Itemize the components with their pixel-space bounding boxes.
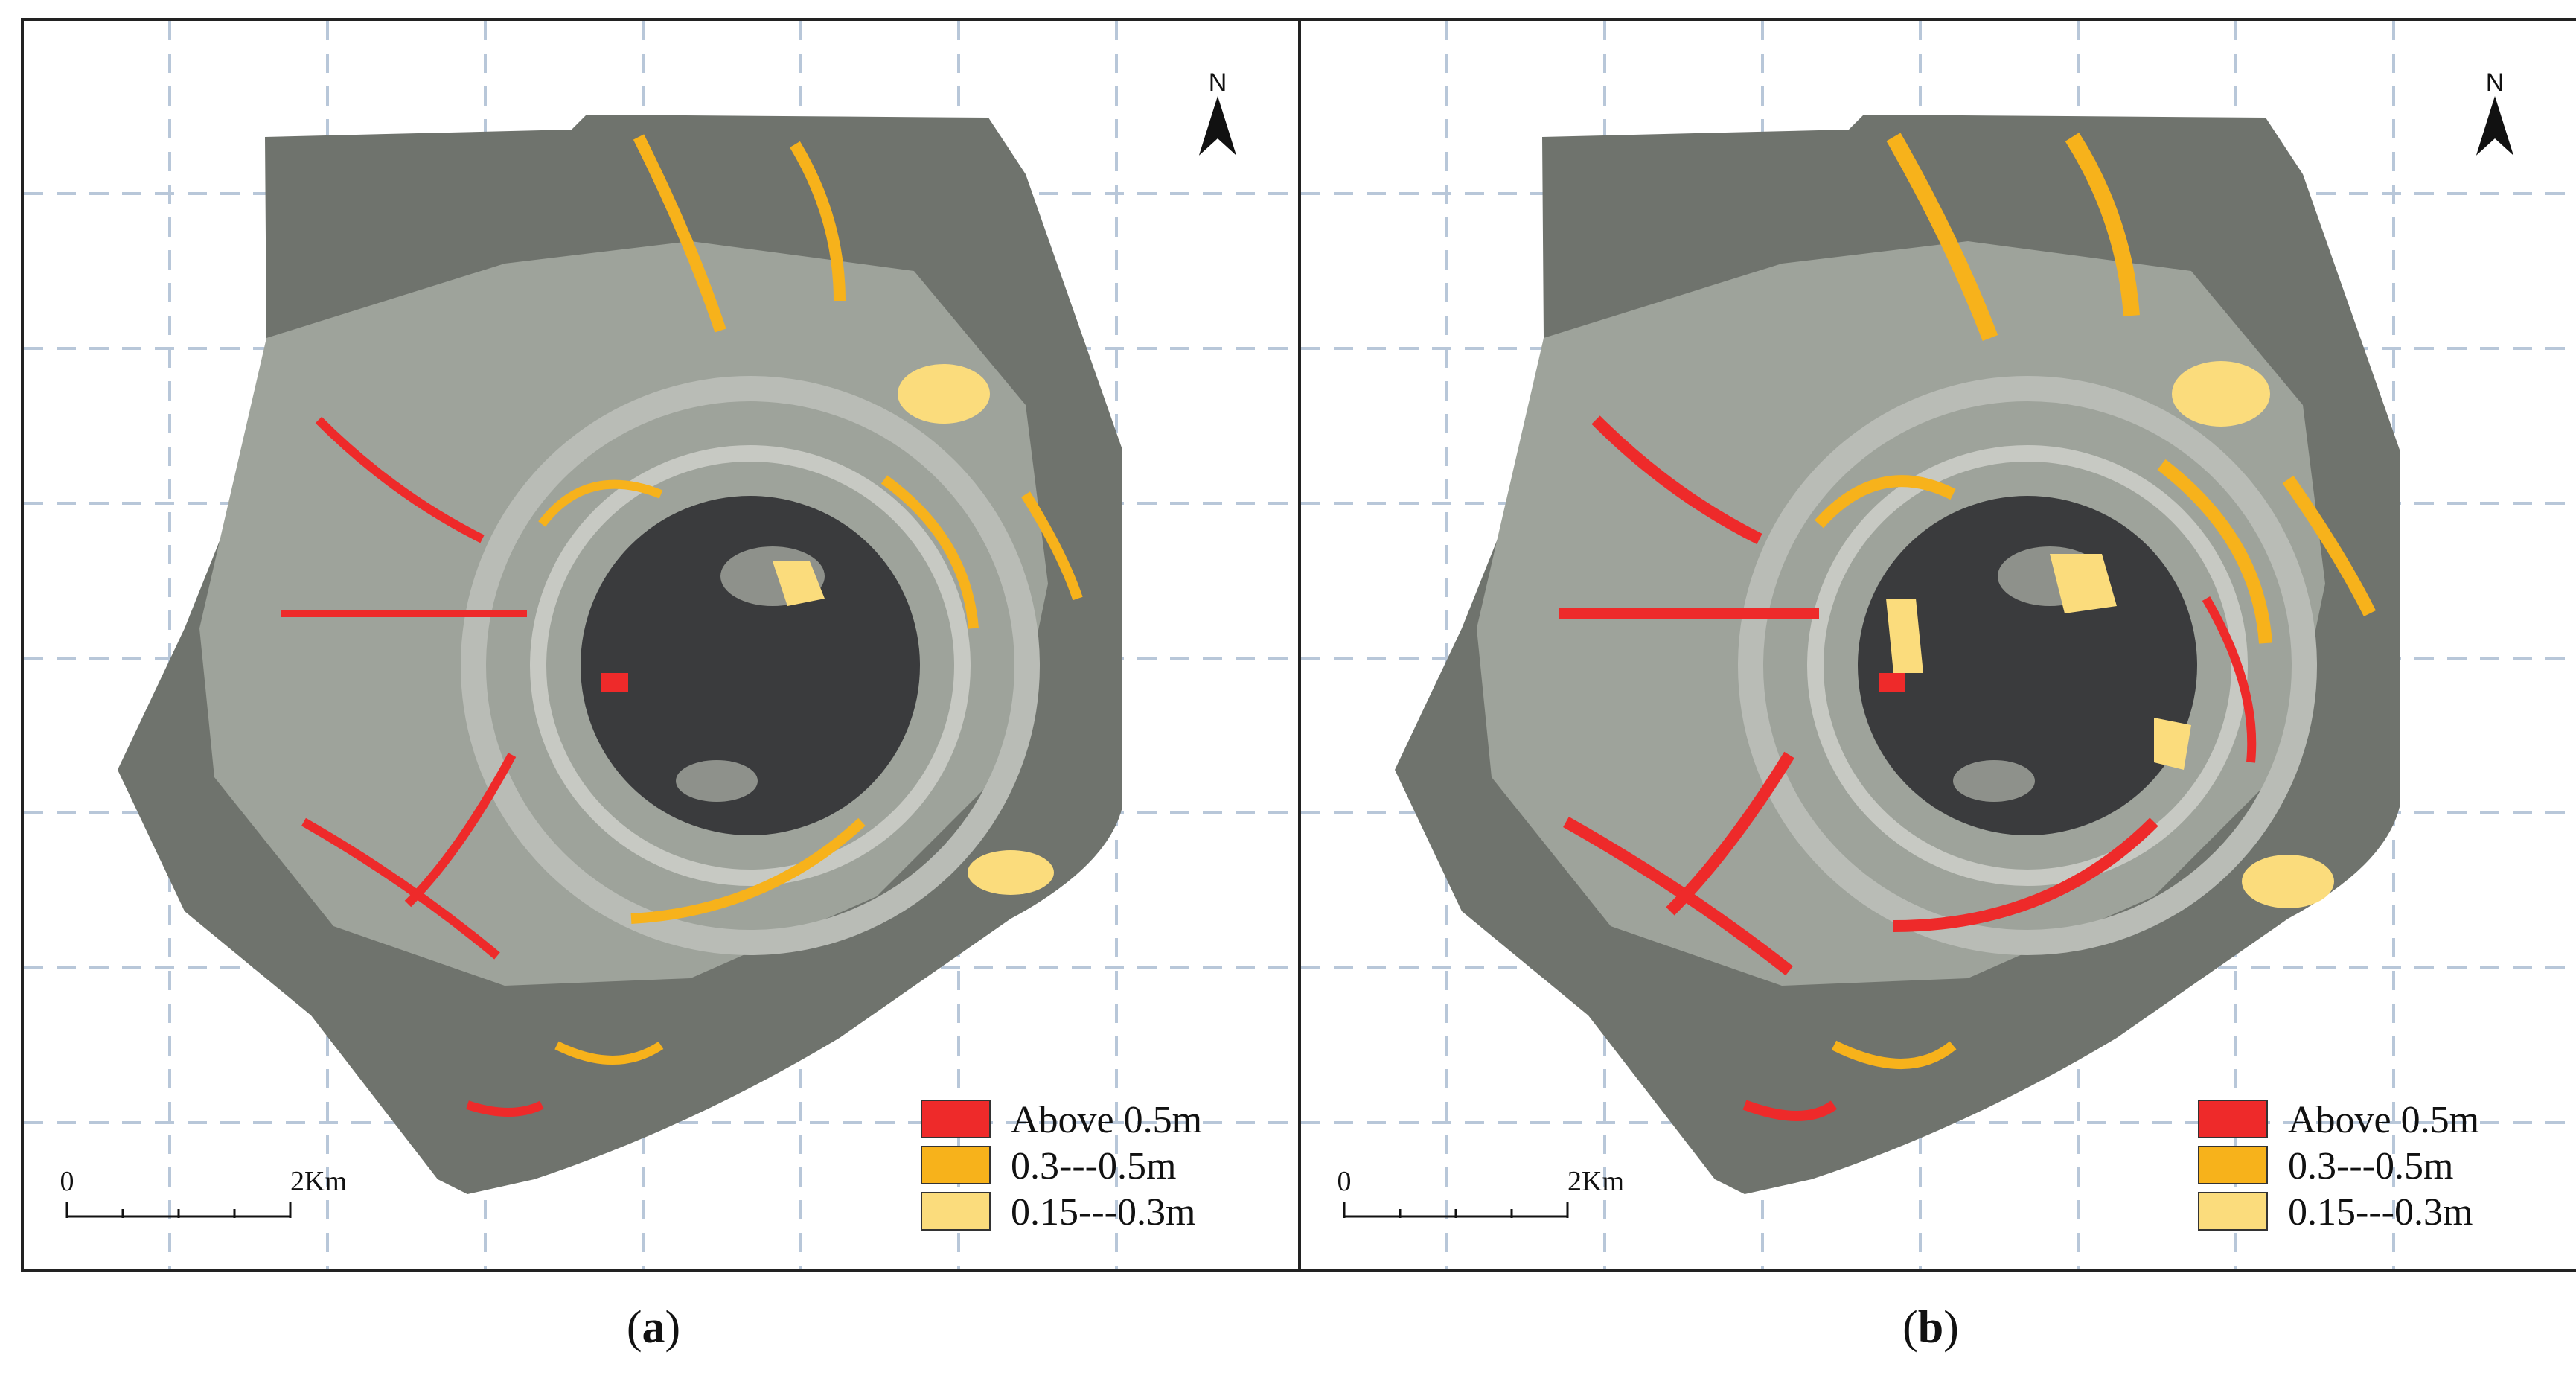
map-panel-a: N 0 2Km Above 0.5m 0.3---0.5m 0.15---0.3… xyxy=(21,18,1305,1272)
caption-letter-b: b xyxy=(1917,1302,1944,1353)
caption-b: (b) xyxy=(1902,1302,1959,1353)
satellite-area xyxy=(118,115,1122,1194)
scale-end-label: 2Km xyxy=(1567,1166,1624,1197)
scale-bar: 0 2Km xyxy=(60,1166,347,1218)
settlement-hotspots xyxy=(1559,133,2377,1121)
legend-swatch-0-3-0-5m xyxy=(2198,1146,2268,1184)
legend-label-0-3-0-5m: 0.3---0.5m xyxy=(1011,1145,1176,1187)
legend-swatch-0-15-0-3m xyxy=(2198,1192,2268,1231)
scale-end-label: 2Km xyxy=(290,1166,347,1197)
map-canvas-b: N 0 2Km Above 0.5m 0.3---0.5m 0.15---0.3… xyxy=(1298,18,2576,1272)
map-canvas-a: N 0 2Km Above 0.5m 0.3---0.5m 0.15---0.3… xyxy=(21,18,1305,1272)
legend-label-above-0-5m: Above 0.5m xyxy=(1011,1099,1202,1141)
legend-label-above-0-5m: Above 0.5m xyxy=(2288,1099,2479,1141)
north-arrow: N xyxy=(2476,68,2514,156)
legend-swatch-0-3-0-5m xyxy=(921,1146,991,1184)
north-label: N xyxy=(2486,68,2505,97)
scale-start-label: 0 xyxy=(1337,1166,1352,1197)
caption-letter-a: a xyxy=(642,1302,665,1353)
north-arrow: N xyxy=(1198,68,1237,156)
legend-swatch-above-0-5m xyxy=(921,1100,991,1138)
north-label: N xyxy=(1209,68,1227,97)
legend: Above 0.5m 0.3---0.5m 0.15---0.3m xyxy=(2198,1099,2479,1234)
legend-swatch-0-15-0-3m xyxy=(921,1192,991,1231)
caption-a: (a) xyxy=(626,1302,681,1353)
legend-label-0-15-0-3m: 0.15---0.3m xyxy=(2288,1191,2473,1234)
scale-start-label: 0 xyxy=(60,1166,74,1197)
legend: Above 0.5m 0.3---0.5m 0.15---0.3m xyxy=(921,1099,1202,1234)
settlement-hotspots xyxy=(281,134,1083,1117)
map-panel-b: N 0 2Km Above 0.5m 0.3---0.5m 0.15---0.3… xyxy=(1298,18,2576,1272)
legend-label-0-15-0-3m: 0.15---0.3m xyxy=(1011,1191,1195,1234)
legend-swatch-above-0-5m xyxy=(2198,1100,2268,1138)
legend-label-0-3-0-5m: 0.3---0.5m xyxy=(2288,1145,2453,1187)
scale-bar: 0 2Km xyxy=(1337,1166,1624,1218)
